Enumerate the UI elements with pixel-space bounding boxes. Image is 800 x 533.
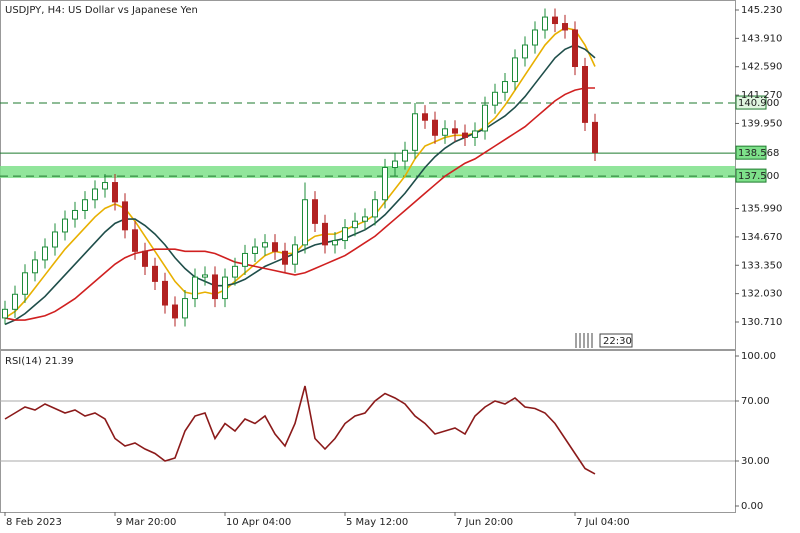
y-tick-label: 30.00 [741, 456, 770, 467]
time-box [599, 333, 633, 348]
candle-body [182, 298, 188, 319]
chart-title: USDJPY, H4: US Dollar vs Japanese Yen [5, 5, 198, 16]
y-tick-label: 143.910 [741, 33, 782, 44]
candle-body [352, 220, 358, 229]
candle-body [402, 149, 408, 162]
candle-body [292, 244, 298, 265]
candle-body [192, 276, 198, 300]
candle-body [392, 160, 398, 169]
candle-body [382, 167, 388, 201]
rsi-panel [0, 350, 736, 513]
candle-body [12, 293, 18, 310]
candle-body [212, 274, 218, 300]
candle-body [562, 23, 568, 31]
candle-body [272, 242, 278, 252]
y-tick-label: 130.710 [741, 317, 782, 328]
candle-body [442, 128, 448, 136]
price-level-label: 138.568 [738, 148, 779, 159]
candle-body [52, 231, 58, 248]
candle-body [82, 199, 88, 211]
candle-body [232, 265, 238, 278]
rsi-title: RSI(14) 21.39 [5, 356, 74, 367]
candle-body [462, 132, 468, 138]
x-tick-label: 7 Jul 04:00 [576, 517, 630, 528]
candle-body [152, 265, 158, 282]
candle-body [62, 218, 68, 233]
candle-body [122, 201, 128, 231]
y-tick-label: 145.230 [741, 5, 782, 16]
candle-body [262, 242, 268, 248]
candle-body [252, 246, 258, 254]
price-level-box [735, 168, 767, 183]
y-tick-label: 70.00 [741, 396, 770, 407]
candle-body [552, 16, 558, 25]
candle-body [142, 250, 148, 267]
candle-body [342, 227, 348, 242]
candle-body [512, 57, 518, 83]
moving-average [4, 87, 595, 321]
candle-body [422, 113, 428, 121]
candle-body [162, 280, 168, 306]
candle-body [452, 128, 458, 134]
candle-body [22, 272, 28, 295]
y-tick-label: 139.950 [741, 118, 782, 129]
support-zone [0, 165, 735, 179]
y-tick-label: 142.590 [741, 62, 782, 73]
candle-body [582, 66, 588, 123]
candle-body [302, 199, 308, 246]
candle-body [572, 29, 578, 68]
y-tick-label: 141.270 [741, 90, 782, 101]
candle-body [112, 182, 118, 203]
y-tick-label: 134.670 [741, 232, 782, 243]
x-tick-label: 8 Feb 2023 [6, 517, 62, 528]
candle-body [412, 113, 418, 151]
y-tick-label: 133.350 [741, 260, 782, 271]
candle-body [202, 274, 208, 278]
price-level-label: 140.900 [738, 98, 779, 109]
candle-body [172, 304, 178, 319]
candle-body [42, 246, 48, 261]
moving-average [4, 44, 596, 326]
rsi-line [4, 385, 596, 475]
x-tick-label: 9 Mar 20:00 [116, 517, 176, 528]
candle-body [282, 250, 288, 265]
candle-body [532, 29, 538, 46]
price-level-box [735, 145, 767, 160]
y-tick-label: 135.990 [741, 204, 782, 215]
candle-body [502, 81, 508, 93]
x-tick-label: 5 May 12:00 [346, 517, 408, 528]
y-tick-label: 132.030 [741, 289, 782, 300]
candle-body [222, 276, 228, 300]
candle-body [592, 121, 598, 153]
candle-body [522, 44, 528, 59]
candle-body [472, 130, 478, 138]
candle-body [92, 188, 98, 201]
price-level-box [735, 95, 767, 110]
y-tick-label: 0.00 [741, 501, 763, 512]
candle-body [362, 216, 368, 222]
moving-average [4, 26, 596, 319]
x-tick-label: 7 Jun 20:00 [456, 517, 513, 528]
candle-body [332, 240, 338, 246]
candle-body [542, 16, 548, 31]
x-tick-label: 10 Apr 04:00 [226, 517, 291, 528]
candle-body [32, 259, 38, 274]
candle-body [322, 222, 328, 246]
y-tick-label: 100.00 [741, 351, 776, 362]
candle-body [132, 229, 138, 252]
time-label: 22:30 [603, 336, 632, 347]
candle-body [492, 91, 498, 106]
candle-body [432, 119, 438, 136]
candle-body [72, 209, 78, 220]
candle-body [482, 104, 488, 132]
price-level-label: 137.500 [738, 171, 779, 182]
candle-body [242, 252, 248, 267]
candle-body [372, 199, 378, 218]
candle-body [102, 182, 108, 190]
candle-body [312, 199, 318, 224]
candle-body [2, 308, 8, 319]
